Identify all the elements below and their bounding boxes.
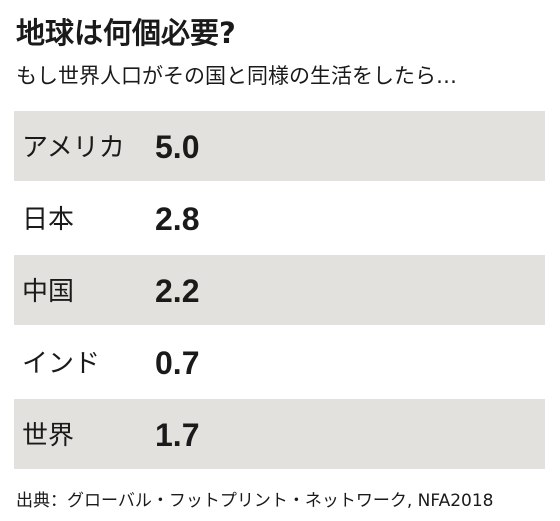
chart-row: 世界 1.7 [14, 399, 545, 469]
chart-row: 日本 2.8 [14, 183, 545, 253]
row-background [14, 327, 545, 397]
value-label: 0.7 [155, 345, 199, 381]
chart-subtitle: もし世界人口がその国と同様の生活をしたら… [16, 64, 457, 88]
value-label: 2.2 [155, 273, 199, 309]
chart-title: 地球は何個必要? [16, 16, 236, 50]
row-background [14, 111, 545, 181]
category-label: アメリカ [22, 133, 125, 163]
category-label: 日本 [22, 205, 74, 235]
value-label: 5.0 [155, 129, 199, 165]
chart-row: インド 0.7 [14, 327, 545, 397]
row-background [14, 183, 545, 253]
chart-row: アメリカ 5.0 [14, 111, 545, 181]
category-label: 世界 [22, 421, 74, 451]
globe-pictograph-chart: アメリカ 5.0 日本 2.8 中国 2.2 インド 0.7 世界 1.7 [14, 111, 545, 469]
row-background [14, 399, 545, 469]
value-label: 2.8 [155, 201, 199, 237]
value-label: 1.7 [155, 417, 199, 453]
category-label: インド [22, 349, 100, 379]
source-note: 出典：グローバル・フットプリント・ネットワーク, NFA2018 [16, 491, 494, 511]
chart-row: 中国 2.2 [14, 255, 545, 325]
row-background [14, 255, 545, 325]
category-label: 中国 [22, 277, 74, 307]
